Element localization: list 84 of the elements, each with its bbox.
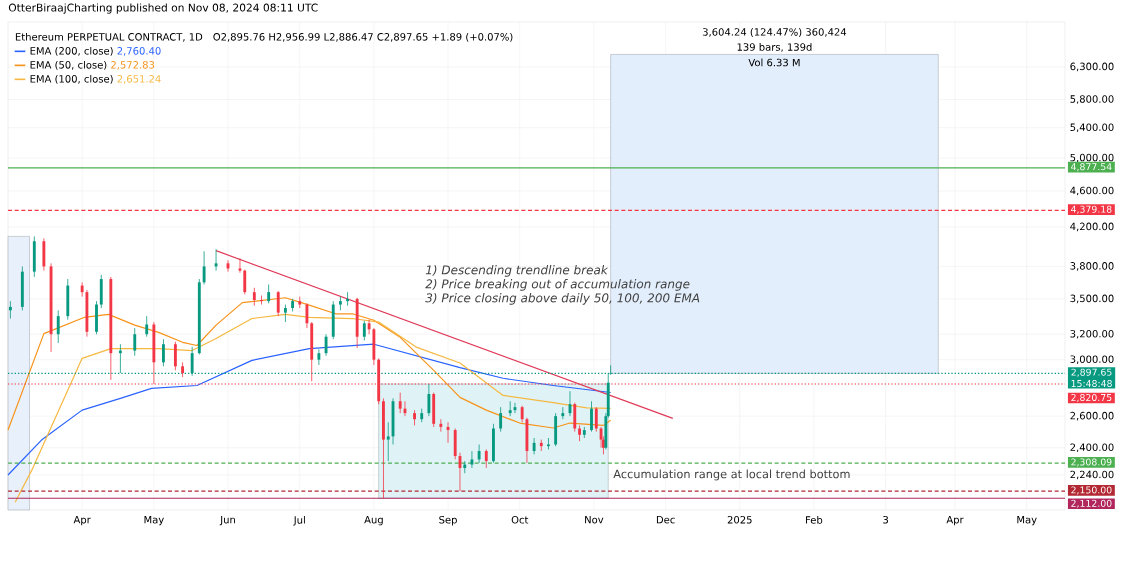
candlestick (547, 437, 550, 450)
candlestick (173, 341, 177, 371)
candlestick (594, 406, 598, 433)
y-tick-label: 5,400.00 (1070, 123, 1114, 133)
annotation: 1) Descending trendline break (425, 265, 609, 277)
annotation: 2,760.40 (117, 47, 161, 56)
candlestick (243, 269, 247, 295)
x-tick-label: Dec (656, 516, 675, 524)
candlestick (386, 421, 390, 462)
x-tick-label: Oct (511, 515, 529, 524)
y-tick-label: 3,200.00 (1070, 329, 1114, 339)
ref-line-label: 2,150.00 (1071, 486, 1112, 495)
annotation: 2,651.24 (117, 75, 161, 84)
annotation: 3) Price closing above daily 50, 100, 200 EMA (425, 293, 700, 305)
candlestick (439, 418, 443, 433)
candlestick (317, 348, 321, 366)
annotation: 139 bars, 139d (737, 43, 812, 52)
y-tick-label: 2,600.00 (1070, 411, 1114, 421)
candlestick (202, 250, 206, 285)
ref-line-label: 2,112.00 (1071, 499, 1112, 508)
candlestick (305, 302, 309, 329)
candlestick (56, 309, 60, 344)
candlestick (398, 392, 402, 414)
y-tick-label: 2,240.00 (1070, 470, 1114, 480)
y-tick-label: 2,400.00 (1070, 443, 1114, 453)
candlestick (484, 448, 488, 469)
candlestick (276, 290, 280, 317)
text: Ethereum PERPETUAL CONTRACT, 1D (15, 32, 203, 42)
y-tick-label: 4,200.00 (1070, 222, 1114, 232)
candlestick (238, 257, 242, 274)
x-tick-label: Feb (806, 516, 823, 524)
text: O2,895.76 H2,956.99 L2,886.47 C2,897.65 +1.89 (+0.07%) (213, 32, 513, 42)
candlestick (346, 291, 350, 307)
candlestick (8, 300, 12, 319)
candlestick (162, 338, 165, 367)
annotation: Accumulation range at local trend bottom (613, 469, 850, 481)
ref-line-label: 2,897.65 (1071, 368, 1112, 377)
candlestick (427, 383, 431, 417)
x-tick-label: Sep (439, 515, 457, 526)
x-tick-label: Jun (219, 516, 235, 526)
candlestick (463, 460, 467, 474)
candlestick (145, 315, 149, 338)
ref-line-label: 4,877.54 (1071, 163, 1112, 172)
line-series (7, 343, 612, 476)
candlestick (590, 400, 593, 433)
y-tick-label: 5,800.00 (1070, 95, 1114, 104)
x-tick-label: Apr (73, 516, 91, 526)
annotation: 2,572.83 (111, 61, 155, 70)
candlestick (532, 437, 536, 455)
ref-line-label: 2,820.75 (1071, 393, 1112, 402)
y-tick-label: 6,300.00 (1070, 62, 1114, 72)
x-tick-label: Nov (585, 516, 604, 524)
candlestick (367, 319, 371, 335)
y-tick-label: 3,000.00 (1070, 355, 1114, 364)
x-tick-label: 3 (883, 515, 889, 524)
text: OtterBiraajCharting published on Nov 08, 2024 08:11 UTC (8, 3, 318, 14)
candlestick (508, 400, 512, 417)
candlestick (80, 281, 84, 298)
candlestick (561, 406, 565, 420)
x-tick-label: 2025 (727, 515, 752, 524)
y-tick-label: 3,800.00 (1070, 262, 1114, 271)
x-tick-label: May (144, 516, 164, 526)
y-tick-label: 4,600.00 (1070, 186, 1114, 196)
x-tick-label: May (1017, 516, 1037, 526)
x-tick-label: Apr (946, 516, 964, 526)
y-tick-label: 3,500.00 (1070, 294, 1114, 304)
candlestick (362, 320, 366, 341)
legend-label: EMA (200, close) (30, 46, 113, 56)
legend-label: EMA (50, close) (30, 60, 107, 70)
candlestick (133, 327, 137, 357)
annotation: 2) Price breaking out of accumulation range (425, 279, 690, 291)
candlestick (267, 284, 271, 304)
candlestick (260, 295, 263, 305)
text: 15:48:48 (1071, 379, 1112, 388)
annotation: Vol 6.33 M (748, 58, 800, 67)
candlestick (499, 406, 503, 433)
candlestick (477, 444, 481, 464)
ref-line-label: 2,308.09 (1071, 458, 1112, 467)
ref-line-label: 4,379.18 (1071, 205, 1112, 214)
legend-label: EMA (100, close) (30, 74, 113, 84)
y-tick-label: 5,000.00 (1070, 153, 1114, 163)
x-tick-label: Aug (364, 516, 383, 526)
x-tick-label: Jul (293, 516, 305, 526)
annotation: 3,604.24 (124.47%) 360,424 (702, 27, 847, 37)
